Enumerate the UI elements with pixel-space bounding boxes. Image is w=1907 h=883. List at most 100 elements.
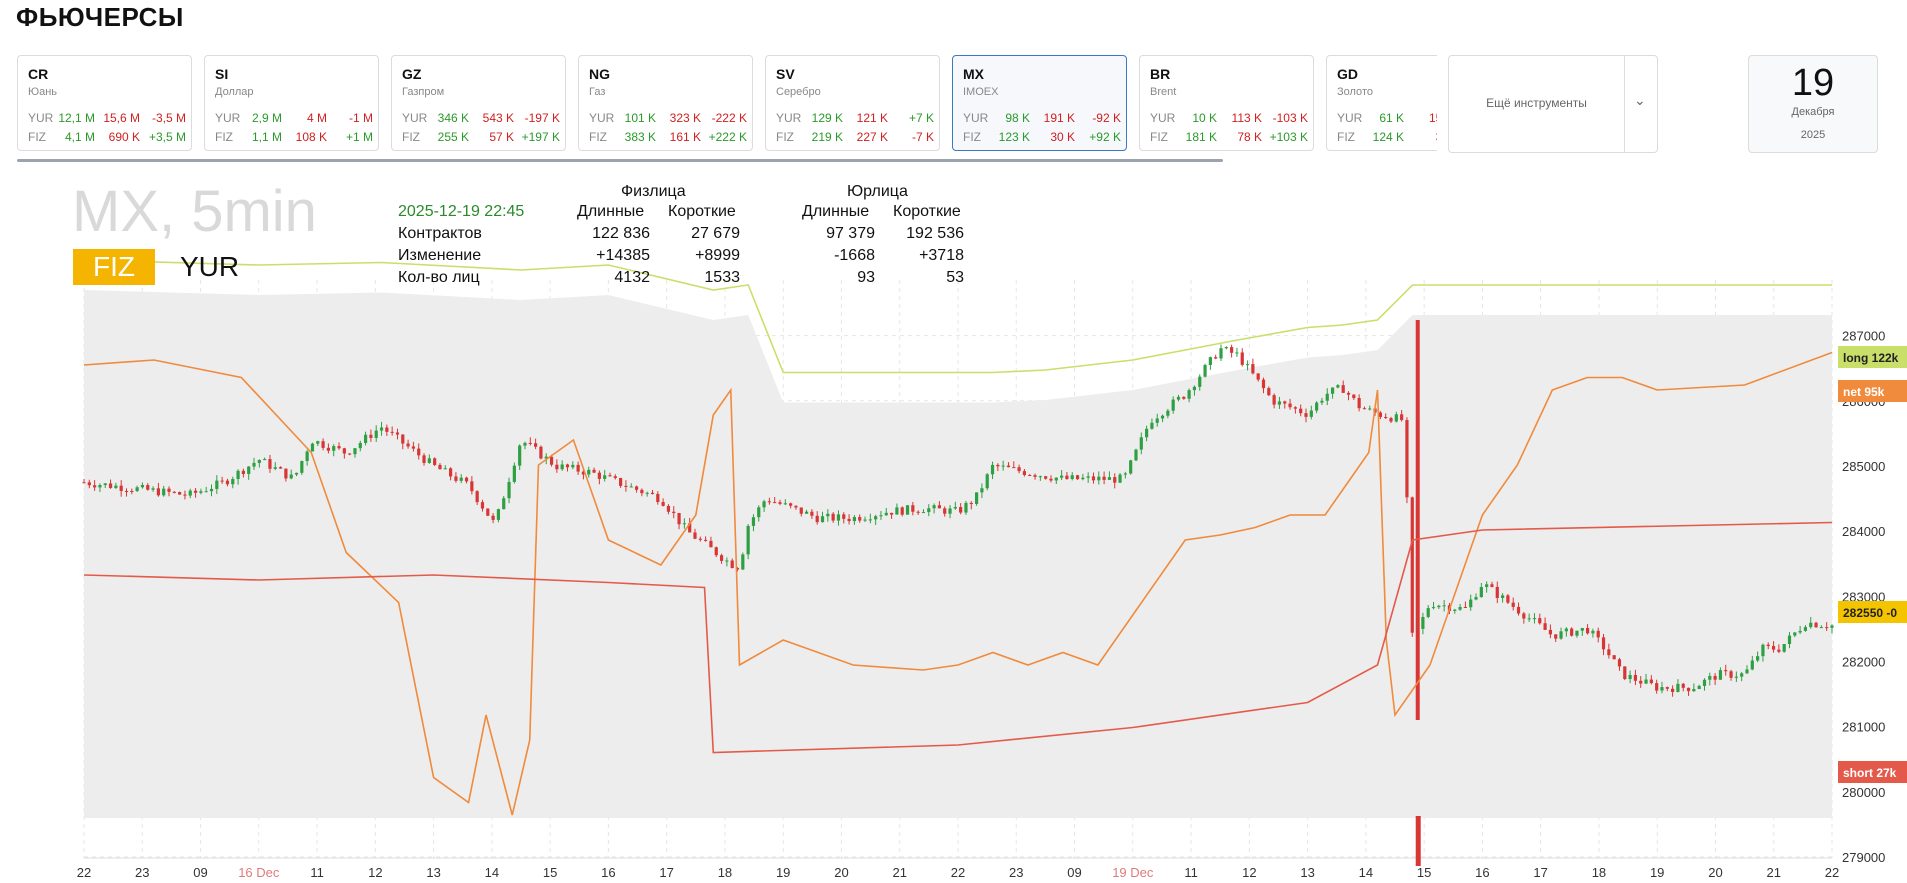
candle-body (1665, 687, 1669, 689)
stats-value: 192 536 (906, 225, 964, 242)
candle-body (305, 451, 309, 462)
x-tick-label: 16 Dec (238, 865, 280, 880)
candle-body (1304, 413, 1308, 417)
candle-body (762, 501, 766, 508)
candle-body (1485, 584, 1489, 588)
candle-body (1756, 656, 1760, 661)
candle-body (411, 446, 416, 449)
candle-body (135, 487, 139, 492)
candle-body (990, 464, 995, 475)
candle-body (1394, 414, 1398, 422)
stats-value: 1533 (704, 269, 740, 286)
candle-body (1548, 629, 1553, 635)
card-row-yur: YUR 2,9 M 4 M -1 M (215, 111, 375, 125)
card-value: 219 K (811, 130, 843, 144)
candle-body (650, 492, 655, 494)
candle-body (178, 492, 182, 495)
candle-body (985, 474, 989, 489)
candle-body (1575, 630, 1579, 636)
candle-body (959, 507, 963, 513)
open-interest-area (84, 290, 1832, 818)
candle-body (93, 485, 97, 488)
candle-body (858, 517, 862, 521)
instrument-card-br[interactable]: BR Brent YUR 10 K 113 K -103 K FIZ 181 K 78 K +10… (1139, 55, 1314, 151)
chevron-down-icon[interactable]: ⌄ (1634, 92, 1646, 108)
candle-body (1240, 352, 1244, 365)
candle-body (300, 461, 304, 473)
series-line-net (83, 351, 1833, 816)
candle-body (672, 511, 676, 514)
candle-body (1527, 618, 1531, 620)
candle-body (1506, 595, 1510, 603)
candle-body (1453, 609, 1457, 611)
candle-body (188, 490, 192, 496)
candle-body (735, 567, 740, 570)
instrument-card-ng[interactable]: NG Газ YUR 101 K 323 K -222 K FIZ 383 K 161 K +22… (578, 55, 753, 151)
date-year: 2025 (1800, 129, 1826, 141)
candle-body (332, 446, 336, 451)
candle-body (1809, 622, 1813, 628)
instrument-card-gz[interactable]: GZ Газпром YUR 346 K 543 K -197 K FIZ 255 K 57 K… (391, 55, 566, 151)
candle-body (932, 505, 936, 509)
badge-short-label: short 27k (1843, 766, 1897, 780)
candle-body (1341, 385, 1345, 393)
candle-body (842, 514, 846, 519)
candle-body (1219, 348, 1223, 359)
candle-body (422, 455, 426, 463)
candle-body (1330, 387, 1335, 394)
candle-body (87, 482, 91, 486)
candle-body (1612, 655, 1616, 660)
fiz-toggle-button[interactable]: FIZ (73, 249, 155, 285)
candle-body (1261, 379, 1266, 389)
candle-body (868, 519, 872, 521)
badge-short (1838, 761, 1907, 783)
candle-body (284, 468, 288, 479)
x-tick-label: 23 (135, 865, 149, 880)
date-picker[interactable]: 19 Декабря 2025 (1748, 55, 1878, 153)
candle-body (693, 532, 697, 539)
candle-body (534, 443, 538, 447)
row-label: FIZ (1337, 130, 1355, 144)
instrument-card-si[interactable]: SI Доллар YUR 2,9 M 4 M -1 M FIZ 1,1 M 108 K +1 M (204, 55, 379, 151)
x-tick-label: 14 (1359, 865, 1373, 880)
candle-body (1214, 357, 1218, 359)
candle-body (1129, 460, 1133, 474)
candle-body (1463, 607, 1467, 609)
instrument-card-gd[interactable]: GD Золото YUR 61 K 152 FIZ 124 K32 (1326, 55, 1437, 151)
candle-body (379, 427, 384, 431)
candle-body (1532, 618, 1537, 620)
candle-body (1686, 687, 1691, 692)
instrument-card-mx[interactable]: MX IMOEX YUR 98 K 191 K -92 K FIZ 123 K 30 K +92 … (952, 55, 1127, 151)
candle-body (247, 466, 251, 474)
candle-body (1596, 630, 1600, 638)
instrument-card-sv[interactable]: SV Серебро YUR 129 K 121 K +7 K FIZ 219 K 227 K -… (765, 55, 940, 151)
candle-body (348, 453, 352, 455)
card-value: -92 K (1092, 111, 1121, 125)
row-label: FIZ (589, 130, 607, 144)
x-tick-label: 15 (543, 865, 557, 880)
yur-toggle-button[interactable]: YUR (180, 251, 240, 282)
price-chart[interactable]: 2870002860002850002840002830002820002810… (0, 170, 1907, 883)
more-instruments-dropdown[interactable]: Ещё инструменты ⌄ (1448, 55, 1658, 153)
candle-body (778, 502, 782, 504)
candle-body (1384, 416, 1388, 419)
candle-body (1500, 595, 1505, 598)
candle-body (1012, 467, 1016, 469)
x-tick-label: 21 (1766, 865, 1780, 880)
candle-body (1787, 635, 1792, 644)
instrument-code: MX (963, 66, 984, 82)
candle-body (337, 446, 341, 449)
candle-body (225, 480, 230, 485)
candle-body (390, 431, 394, 433)
candle-body (528, 442, 532, 444)
cards-scrollbar[interactable] (17, 159, 1223, 162)
instrument-card-cr[interactable]: CR Юань YUR 12,1 M 15,6 M -3,5 M FIZ 4,1 M 690 K… (17, 55, 192, 151)
candle-body (1352, 394, 1356, 399)
candle-body (1118, 474, 1122, 483)
instrument-name: Газпром (402, 86, 445, 98)
badge-price-label: 282550 -0 (1843, 606, 1897, 620)
candle-body (119, 485, 123, 491)
candle-body (199, 491, 203, 493)
candle-body (273, 467, 277, 469)
candle-body (1745, 669, 1749, 674)
